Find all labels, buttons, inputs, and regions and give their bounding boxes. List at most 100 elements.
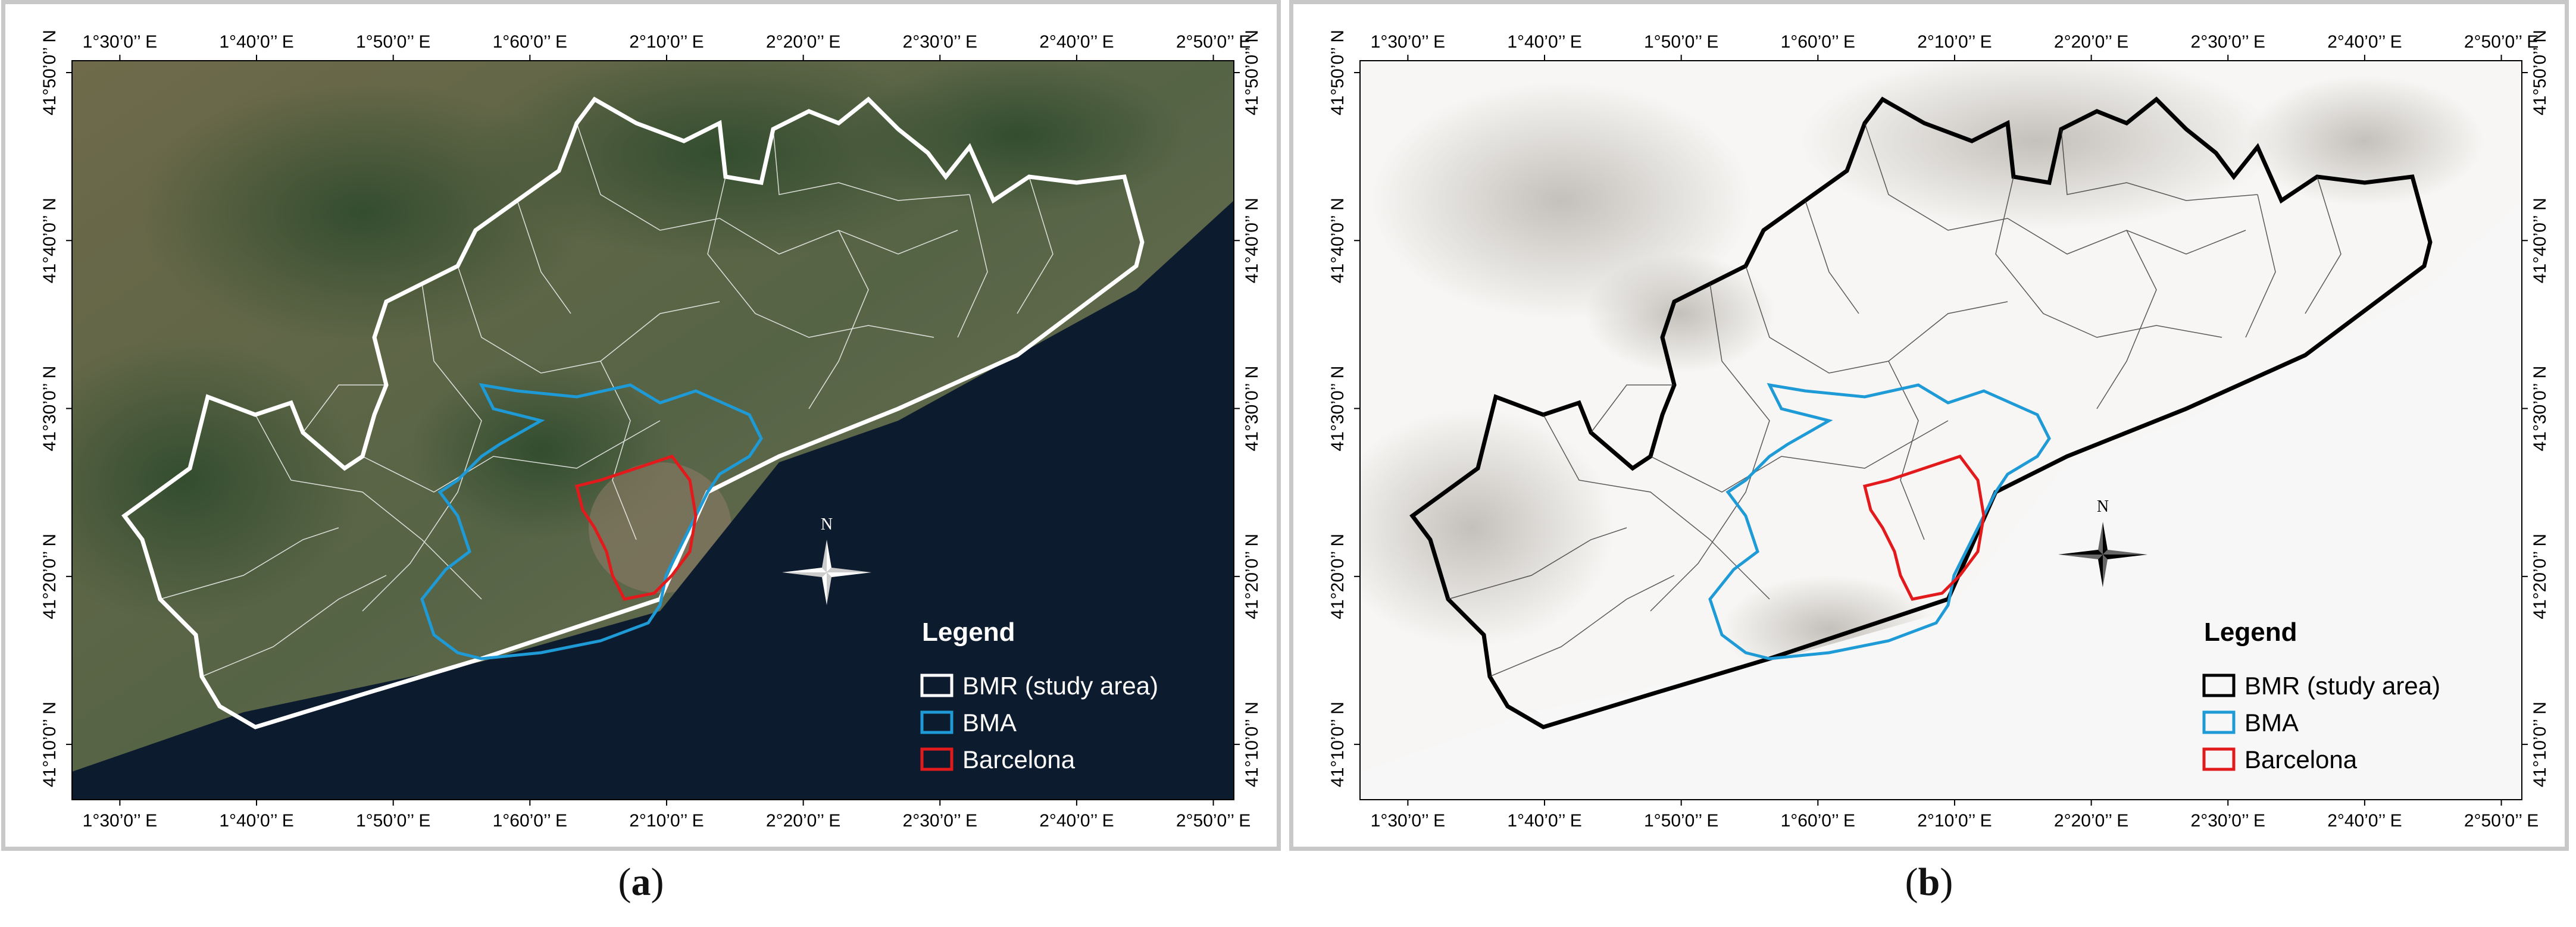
y-tick-label-left: 41°40’0’’ N [40, 198, 60, 283]
x-tick-label-top: 1°40’0’’ E [219, 32, 293, 52]
x-tick-label-top: 2°10’0’’ E [1917, 32, 1992, 52]
y-tick-label-left: 41°10’0’’ N [40, 701, 60, 787]
barcelona-boundary [1862, 455, 1986, 601]
caption-letter: b [1918, 860, 1940, 904]
map-panel-b: 1°30’0’’ E 1°30’0’’ E 1°40’0’’ E 1°40’0’’ E… [1289, 0, 2569, 851]
y-tick-label-left: 41°20’0’’ N [40, 534, 60, 619]
legend-swatch-barcelona [920, 747, 954, 771]
x-tick-label-bottom: 1°60’0’’ E [493, 811, 567, 831]
forest-area [851, 61, 1184, 212]
relief-shading [1360, 409, 1615, 647]
x-tick-label-bottom: 1°50’0’’ E [356, 811, 430, 831]
x-tick-label-top: 2°50’0’’ E [2464, 32, 2539, 52]
x-tick-label-top: 1°40’0’’ E [1507, 32, 1581, 52]
north-arrow: N [2058, 497, 2147, 587]
x-tick-label-bottom: 1°50’0’’ E [1644, 811, 1718, 831]
y-tick-label-left: 41°50’0’’ N [40, 30, 60, 115]
legend-title: Legend [922, 618, 1015, 647]
map-b-svg: 1°30’0’’ E 1°30’0’’ E 1°40’0’’ E 1°40’0’’ E… [1328, 30, 2550, 831]
x-tick-label-bottom: 1°40’0’’ E [1507, 811, 1581, 831]
north-label: N [821, 515, 833, 534]
x-tick-label-bottom: 2°40’0’’ E [2327, 811, 2402, 831]
legend-label-bmr: BMR (study area) [962, 672, 1158, 700]
x-tick-label-top: 1°30’0’’ E [83, 32, 157, 52]
bma-boundary [1708, 383, 2051, 660]
caption-letter: a [631, 860, 651, 904]
sea [72, 201, 1234, 800]
x-tick-label-top: 1°50’0’’ E [356, 32, 430, 52]
x-tick-label-top: 2°10’0’’ E [629, 32, 704, 52]
x-tick-label-bottom: 1°30’0’’ E [83, 811, 157, 831]
urban-area [589, 462, 731, 593]
legend-label-barcelona: Barcelona [2244, 746, 2358, 773]
x-tick-label-bottom: 2°30’0’’ E [2191, 811, 2265, 831]
y-tick-label-right: 41°20’0’’ N [1242, 534, 1262, 619]
y-tick-label-left: 41°20’0’’ N [1328, 534, 1348, 619]
x-tick-label-top: 2°40’0’’ E [1039, 32, 1114, 52]
x-tick-label-top: 1°60’0’’ E [493, 32, 567, 52]
legend-label-bma: BMA [962, 709, 1017, 737]
x-tick-label-top: 1°60’0’’ E [1781, 32, 1855, 52]
north-label: N [2097, 497, 2109, 516]
municipal-boundaries [1448, 123, 2341, 677]
legend-swatch-bma [920, 710, 954, 734]
x-tick-label-top: 2°40’0’’ E [2327, 32, 2402, 52]
relief-shading [2246, 76, 2484, 206]
x-tick-label-top: 2°50’0’’ E [1176, 32, 1251, 52]
legend-swatch-bmr [920, 674, 954, 697]
y-tick-label-right: 41°50’0’’ N [1242, 30, 1262, 115]
caption-a: (a) [618, 860, 664, 904]
y-tick-label-right: 41°50’0’’ N [2530, 30, 2550, 115]
legend: Legend BMR (study area) BMA Barcelona [920, 618, 1158, 773]
x-tick-label-bottom: 1°60’0’’ E [1781, 811, 1855, 831]
x-tick-label-bottom: 2°30’0’’ E [903, 811, 977, 831]
map-frame [71, 60, 1234, 800]
y-tick-label-left: 41°30’0’’ N [1328, 366, 1348, 452]
legend-title: Legend [2204, 618, 2297, 647]
barcelona-boundary [574, 455, 698, 601]
x-tick-label-bottom: 1°30’0’’ E [1371, 811, 1445, 831]
legend-label-barcelona: Barcelona [962, 746, 1076, 773]
municipal-boundaries [160, 123, 1053, 677]
tick-group: 1°30’0’’ E 1°30’0’’ E 1°40’0’’ E 1°40’0’’ E… [1328, 30, 2550, 831]
bmr-boundary [121, 96, 1145, 729]
y-tick-label-right: 41°10’0’’ N [1242, 701, 1262, 787]
x-tick-label-bottom: 2°20’0’’ E [766, 811, 840, 831]
y-tick-label-right: 41°40’0’’ N [1242, 198, 1262, 283]
x-tick-label-top: 2°20’0’’ E [766, 32, 840, 52]
sea [1360, 201, 2522, 800]
y-tick-label-right: 41°40’0’’ N [2530, 198, 2550, 283]
relief-shading [1799, 61, 2275, 230]
y-tick-label-right: 41°30’0’’ N [1242, 366, 1262, 452]
y-tick-label-right: 41°20’0’’ N [2530, 534, 2550, 619]
relief-shading [1585, 254, 1775, 373]
legend: Legend BMR (study area) BMA Barcelona [2202, 618, 2440, 773]
x-tick-label-bottom: 2°20’0’’ E [2054, 811, 2128, 831]
tick-group: 1°30’0’’ E 1°30’0’’ E 1°40’0’’ E 1°40’0’’ E… [40, 30, 1262, 831]
x-tick-label-bottom: 2°50’0’’ E [1176, 811, 1251, 831]
forest-area [470, 61, 970, 260]
y-tick-label-left: 41°10’0’’ N [1328, 701, 1348, 787]
north-arrow: N [782, 515, 871, 605]
legend-swatch-barcelona [2202, 747, 2236, 771]
legend-swatch-bma [2202, 710, 2236, 734]
x-tick-label-top: 2°30’0’’ E [903, 32, 977, 52]
x-tick-label-bottom: 2°40’0’’ E [1039, 811, 1114, 831]
map-panel-a: 1°30’0’’ E 1°30’0’’ E 1°40’0’’ E 1°40’0’’ E… [1, 0, 1281, 851]
bmr-boundary [1409, 96, 2433, 729]
legend-label-bmr: BMR (study area) [2244, 672, 2440, 700]
y-tick-label-left: 41°50’0’’ N [1328, 30, 1348, 115]
legend-label-bma: BMA [2244, 709, 2299, 737]
bma-boundary [420, 383, 763, 660]
x-tick-label-bottom: 2°50’0’’ E [2464, 811, 2539, 831]
y-tick-label-right: 41°30’0’’ N [2530, 366, 2550, 452]
x-tick-label-top: 1°30’0’’ E [1371, 32, 1445, 52]
y-tick-label-left: 41°30’0’’ N [40, 366, 60, 452]
x-tick-label-bottom: 2°10’0’’ E [1917, 811, 1992, 831]
x-tick-label-bottom: 1°40’0’’ E [219, 811, 293, 831]
x-tick-label-bottom: 2°10’0’’ E [629, 811, 704, 831]
y-tick-label-left: 41°40’0’’ N [1328, 198, 1348, 283]
map-a-svg: 1°30’0’’ E 1°30’0’’ E 1°40’0’’ E 1°40’0’’ E… [40, 30, 1262, 831]
legend-swatch-bmr [2202, 674, 2236, 697]
x-tick-label-top: 2°20’0’’ E [2054, 32, 2128, 52]
